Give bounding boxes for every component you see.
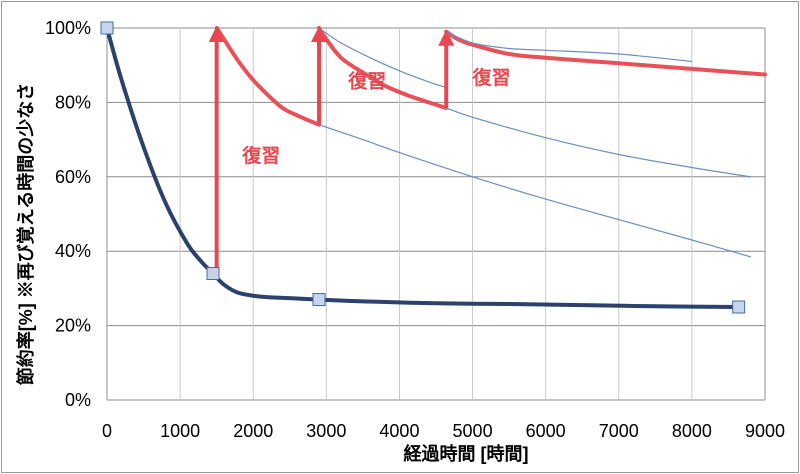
y-tick-label: 40% (55, 241, 91, 261)
data-point-marker (100, 21, 114, 35)
x-tick-label: 8000 (672, 421, 712, 441)
review-arrow-head (208, 26, 225, 42)
review-arrows (208, 26, 455, 274)
tick-labels: 0% 20% 40% 60% 80% 100% 0 1000 2000 3000 4000 5000 6… (45, 18, 785, 441)
x-tick-label: 5000 (453, 421, 493, 441)
y-tick-label: 0% (65, 390, 91, 410)
series-line-6 (445, 31, 693, 63)
x-tick-label: 2000 (233, 421, 273, 441)
y-tick-label: 80% (55, 92, 91, 112)
series-lines (105, 26, 767, 309)
data-point-marker (312, 293, 326, 307)
review-arrow-head (311, 26, 328, 42)
y-tick-label: 60% (55, 167, 91, 187)
x-tick-label: 1000 (160, 421, 200, 441)
series-line-1 (105, 26, 741, 309)
x-tick-label: 6000 (526, 421, 566, 441)
review-arrow-head (438, 29, 455, 46)
x-axis-label: 経過時間 [時間] (404, 443, 529, 464)
x-tick-label: 3000 (306, 421, 346, 441)
y-axis-label: 節約率[%] ※再び覚える時間の少なさ (15, 83, 36, 385)
x-tick-label: 4000 (379, 421, 419, 441)
series-line-4 (445, 107, 751, 178)
review-label: 復習 (241, 144, 280, 167)
y-tick-label: 20% (55, 316, 91, 336)
data-point-marker (206, 267, 220, 281)
series-line-2 (214, 26, 767, 127)
grid-lines (106, 27, 766, 401)
x-tick-label: 7000 (599, 421, 639, 441)
data-point-marker (732, 300, 746, 314)
review-label: 復習 (347, 70, 386, 93)
x-tick-label: 9000 (745, 421, 785, 441)
y-tick-label: 100% (45, 18, 91, 38)
data-markers (100, 21, 746, 314)
review-label: 復習 (472, 66, 511, 89)
series-line-5 (318, 27, 447, 89)
series-line-3 (318, 124, 751, 258)
x-tick-label: 0 (102, 421, 112, 441)
